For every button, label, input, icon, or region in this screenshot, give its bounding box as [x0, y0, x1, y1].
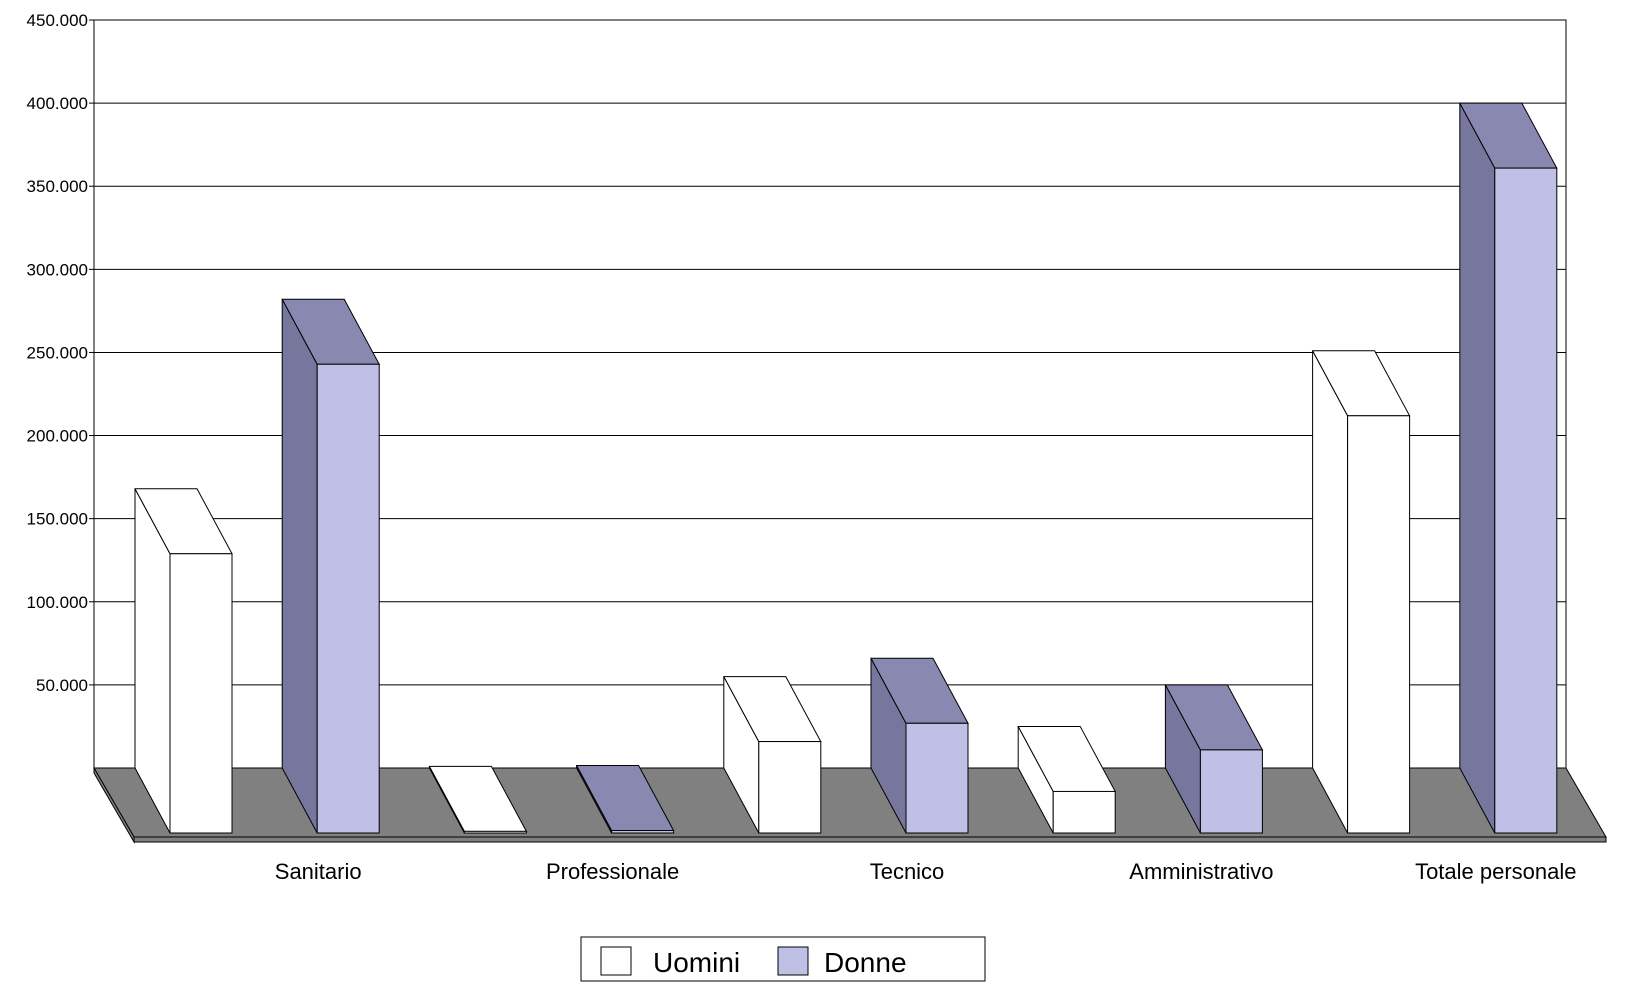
- bar-uomini-tecnico: [722, 676, 822, 834]
- x-axis-ticks: Sanitario Professionale Tecnico Amministrat…: [275, 859, 1577, 884]
- y-tick-label: 150.000: [27, 510, 88, 529]
- bar-side: [1312, 350, 1349, 834]
- bar-uomini-totale-personale: [1311, 350, 1411, 834]
- y-tick-label: 350.000: [27, 177, 88, 196]
- x-tick-label: Professionale: [546, 859, 679, 884]
- floor-left-edge: [93, 766, 135, 844]
- bar-donne-amministrativo: [1164, 684, 1264, 834]
- bar-front: [905, 722, 969, 834]
- legend: Uomini Donne: [580, 936, 986, 982]
- bar-donne-totale-personale: [1458, 102, 1558, 834]
- y-tick-label: 100.000: [27, 593, 88, 612]
- bar-donne-tecnico: [870, 657, 969, 834]
- x-tick-label: Tecnico: [870, 859, 945, 884]
- bar-front: [463, 830, 527, 834]
- legend-swatch-uomini: [600, 946, 632, 976]
- bar-front: [611, 830, 675, 834]
- legend-swatch-donne: [777, 946, 809, 976]
- bar-donne-professionale: [575, 765, 675, 834]
- x-tick-label: Totale personale: [1415, 859, 1576, 884]
- bar-front: [169, 553, 233, 834]
- bar-front: [316, 363, 380, 834]
- bar-front: [1052, 790, 1116, 834]
- y-tick-label: 200.000: [27, 427, 88, 446]
- bar-front: [1199, 749, 1263, 834]
- bar-uomini-sanitario: [134, 488, 233, 834]
- bars: [134, 102, 1558, 834]
- x-tick-label: Sanitario: [275, 859, 362, 884]
- bar-front: [1494, 167, 1558, 834]
- y-tick-label: 300.000: [27, 260, 88, 279]
- bar-uomini-amministrativo: [1017, 725, 1117, 834]
- y-tick-label: 50.000: [36, 676, 88, 695]
- y-tick-label: 450.000: [27, 11, 88, 30]
- bar-donne-sanitario: [281, 298, 381, 834]
- y-tick-label: 250.000: [27, 343, 88, 362]
- bar-front: [758, 741, 822, 834]
- bar-side: [1459, 102, 1496, 834]
- floor-edge: [133, 836, 1607, 843]
- bar-front: [1347, 415, 1411, 834]
- x-tick-label: Amministrativo: [1129, 859, 1273, 884]
- legend-label-uomini: Uomini: [653, 947, 740, 978]
- bar-side: [281, 299, 318, 834]
- bar-uomini-professionale: [428, 765, 528, 834]
- legend-label-donne: Donne: [824, 947, 907, 978]
- y-tick-label: 400.000: [27, 94, 88, 113]
- y-axis-ticks: 50.000 100.000 150.000 200.000 250.000 300.00…: [27, 11, 88, 695]
